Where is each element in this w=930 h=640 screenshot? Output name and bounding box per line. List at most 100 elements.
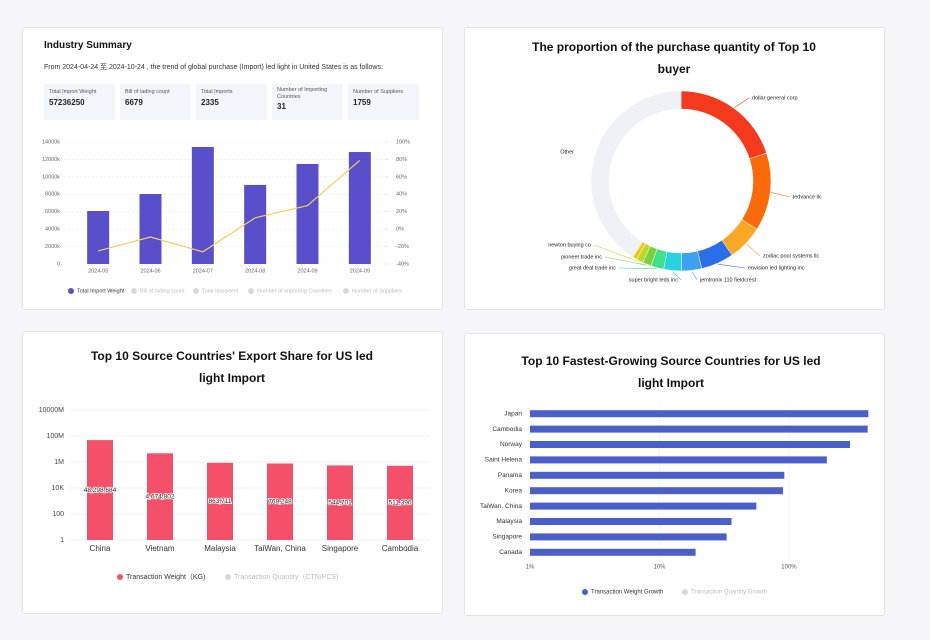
slice-label: envision led lighting inc	[748, 265, 805, 271]
legend-label: Transaction Weight Growth	[591, 590, 663, 596]
slice-label: newton buying co	[548, 242, 591, 248]
donut-slice	[741, 152, 772, 230]
y-tick-label: 0	[57, 261, 60, 267]
x-tick-label: Vietnam	[145, 544, 175, 553]
bar	[348, 152, 371, 264]
legend-swatch	[682, 589, 688, 595]
leader-line	[691, 271, 698, 281]
stat-label: Number of Suppliers	[353, 89, 404, 95]
y-tick-label: 10K	[52, 485, 65, 492]
y-tick-label: 2000k	[45, 244, 60, 250]
x-tick-label: 2024-07	[193, 268, 213, 274]
y2-tick-label: -20%	[396, 244, 409, 250]
bar	[267, 463, 293, 540]
legend-label: Number of importing Countries	[257, 288, 332, 294]
leader-line	[717, 263, 746, 269]
leader-line	[734, 97, 750, 108]
stat-label: Total Import Weight	[49, 89, 97, 95]
y-tick-label: TaiWan, China	[480, 503, 522, 510]
slice-label: ledvance llc	[793, 194, 822, 200]
y-tick-label: 100M	[46, 433, 64, 440]
y2-tick-label: 40%	[396, 192, 407, 198]
slice-label: pioneer trade inc	[561, 254, 602, 260]
bar	[530, 548, 696, 556]
donut-slice	[590, 90, 682, 258]
x-tick-label: Malaysia	[204, 544, 236, 553]
chart-title: The proportion of the purchase quantity …	[532, 40, 816, 76]
slice-label: jemtronix 110 fieldcrest	[699, 277, 757, 283]
stat-label: Total Imports	[201, 89, 233, 95]
chart-title: Top 10 Source Countries' Export Share fo…	[90, 349, 374, 385]
bar	[530, 502, 757, 510]
y-tick-label: 10000M	[39, 407, 64, 414]
legend-swatch	[117, 574, 123, 580]
legend-swatch	[68, 288, 74, 294]
y-tick-label: 1M	[54, 459, 64, 466]
y-tick-label: Cambodia	[492, 426, 522, 433]
x-tick-label: 2024-05	[88, 268, 108, 274]
bar	[387, 465, 413, 540]
summary-description: From 2024-04-24 至 2024-10-24 , the trend…	[44, 64, 383, 71]
y-tick-label: 4000k	[45, 227, 60, 233]
stat-value: 1759	[353, 97, 371, 107]
bar	[530, 441, 851, 448]
bar	[530, 533, 727, 541]
stat-label: Number of Importing Countries	[277, 87, 328, 100]
value-label: 544,701	[328, 499, 352, 506]
bar	[207, 462, 233, 540]
stat-value: 57236250	[49, 97, 85, 107]
slice-label: zodiac pool systems llc	[763, 253, 819, 259]
bar	[327, 465, 353, 540]
y-tick-label: 1	[60, 537, 64, 544]
value-label: 511,390	[388, 500, 411, 507]
x-tick-label: 10%	[653, 565, 666, 571]
x-tick-label: 2024-06	[140, 268, 160, 274]
legend-label: Total Import Weight	[77, 288, 125, 294]
summary-title: Industry Summary	[44, 40, 132, 51]
bar	[191, 146, 214, 264]
y-tick-label: Singapore	[492, 534, 522, 541]
legend-swatch	[248, 288, 254, 294]
bar	[139, 194, 162, 264]
legend-label: Total Importers	[202, 288, 239, 294]
y-tick-label: 100	[52, 511, 64, 518]
legend-label: Transaction Quantity Growth	[691, 590, 767, 596]
x-tick-label: Singapore	[322, 544, 359, 553]
y-tick-label: Norway	[500, 441, 523, 448]
legend-label: Transaction Weight（KG)	[126, 573, 205, 581]
value-label: 4,674,802	[146, 493, 175, 500]
stat-value: 31	[277, 102, 286, 111]
y2-tick-label: -40%	[396, 261, 409, 267]
stat-box: Bill of lading count 6679	[120, 84, 191, 120]
legend-label: Transaction Quantity（CTN/PCS)	[234, 573, 338, 581]
y-tick-label: 8000k	[45, 192, 60, 198]
legend-swatch	[343, 288, 349, 294]
x-tick-label: Cambodia	[382, 544, 419, 553]
x-tick-label: TaiWan, China	[254, 544, 306, 553]
slice-label: super bright leds inc	[629, 277, 678, 283]
stat-box: Number of Suppliers 1759	[348, 84, 419, 120]
chart-title: Top 10 Fastest-Growing Source Countries …	[521, 354, 821, 390]
stat-label: Bill of lading count	[125, 89, 170, 95]
y2-tick-label: 60%	[396, 174, 407, 180]
stat-value: 2335	[201, 97, 219, 107]
y-tick-label: 12000k	[42, 157, 60, 163]
y-tick-label: Panama	[498, 472, 523, 479]
line	[98, 159, 361, 253]
stat-box: Total Imports 2335	[196, 84, 267, 120]
y-tick-label: 6000k	[45, 209, 60, 215]
y-tick-label: Saint Helena	[485, 457, 523, 464]
y-tick-label: Korea	[505, 487, 523, 494]
y-tick-label: 10000k	[42, 174, 60, 180]
bar	[530, 471, 785, 479]
x-tick-label: 2024-09	[350, 268, 370, 274]
bar	[530, 410, 869, 418]
stat-value: 6679	[125, 97, 143, 107]
bar	[530, 425, 868, 433]
legend-swatch	[582, 589, 588, 595]
stat-box: Total Import Weight 57236250	[44, 84, 115, 120]
legend-swatch	[193, 288, 199, 294]
x-tick-label: 2024-09	[297, 268, 317, 274]
slice-label: great deal trade inc	[569, 265, 616, 271]
y-tick-label: Japan	[504, 410, 522, 417]
